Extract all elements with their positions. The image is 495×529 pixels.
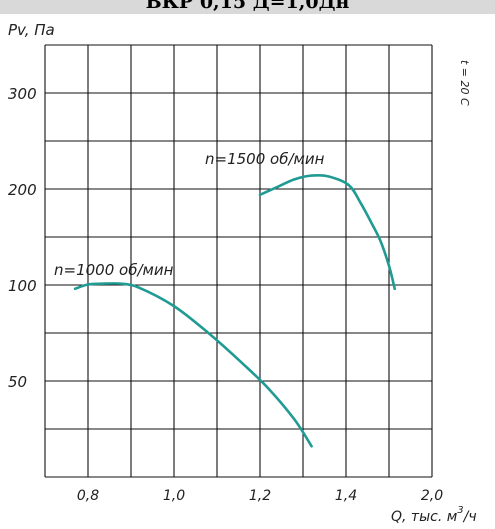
series-label-1500: n=1500 об/мин — [205, 150, 325, 168]
series-line-0 — [73, 282, 313, 448]
x-tick-label: 1,4 — [335, 488, 357, 504]
x-tick-label: 2,0 — [421, 488, 443, 504]
curves — [73, 173, 396, 448]
x-tick-label: 0,8 — [77, 488, 99, 504]
x-axis-label-unit: /ч — [462, 509, 477, 525]
x-axis-label: Q, тыс. м3/ч — [391, 505, 477, 525]
chart-title-banner: ВКР 0,15 Д=1,0Дн — [0, 0, 495, 14]
y-tick-label: 200 — [8, 181, 37, 199]
y-axis-label: Pv, Па — [8, 21, 55, 39]
x-tick-label: 1,0 — [163, 488, 185, 504]
y-tick-label: 100 — [8, 277, 37, 295]
x-axis-label-sup: 3 — [457, 505, 463, 516]
chart-title: ВКР 0,15 Д=1,0Дн — [145, 0, 350, 13]
tick-labels: 0,8 1,0 1,2 1,4 2,0 50 100 200 300 — [8, 85, 443, 504]
x-axis-label-main: Q, тыс. м — [391, 509, 458, 525]
x-tick-label: 1,2 — [249, 488, 271, 504]
series-line-1 — [258, 173, 396, 291]
y-tick-label: 50 — [8, 373, 27, 391]
grid — [44, 44, 433, 478]
series-label-1000: n=1000 об/мин — [54, 261, 174, 279]
side-note: t = 20 С — [458, 60, 471, 106]
y-tick-label: 300 — [8, 85, 37, 103]
